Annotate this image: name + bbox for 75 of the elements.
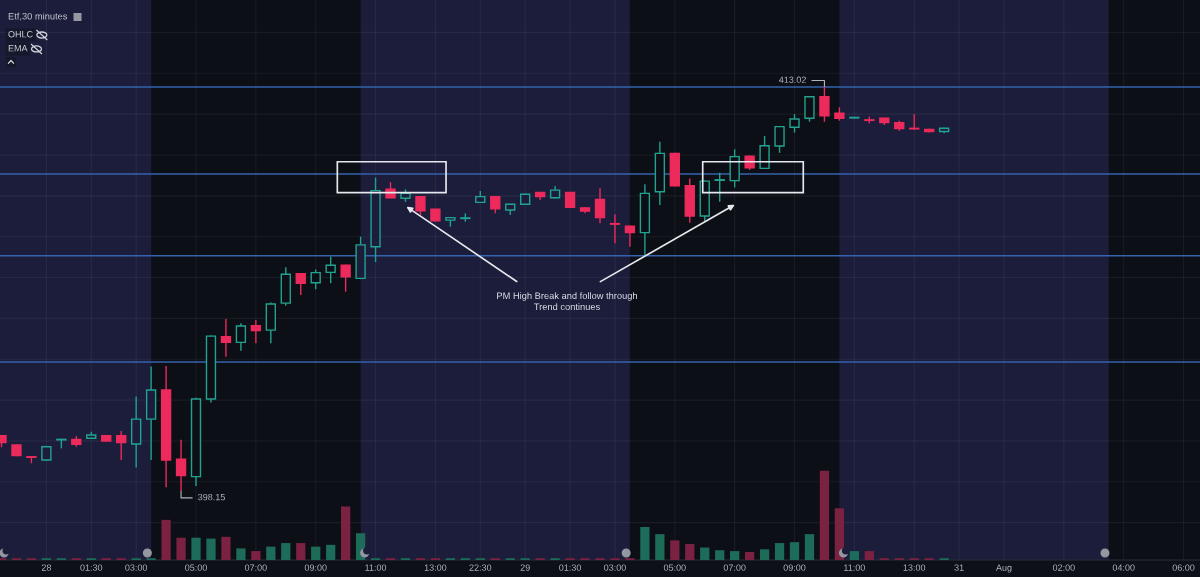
bar bbox=[640, 526, 650, 560]
bar bbox=[744, 551, 755, 560]
x-tick-label: 29 bbox=[520, 564, 530, 571]
bar bbox=[685, 543, 695, 560]
annotation: 413.02 bbox=[778, 76, 806, 83]
candlestick bbox=[295, 272, 306, 296]
candlestick bbox=[310, 268, 321, 290]
candlestick bbox=[415, 195, 426, 216]
x-tick-label: 09:00 bbox=[783, 564, 806, 571]
x-tick-label: 13:00 bbox=[424, 564, 447, 571]
candlestick bbox=[819, 85, 830, 123]
x-tick-label: 01:30 bbox=[559, 564, 582, 571]
bar bbox=[864, 551, 874, 560]
bar bbox=[251, 551, 261, 560]
bar bbox=[819, 470, 830, 560]
x-tick-label: 05:00 bbox=[185, 564, 207, 571]
bar bbox=[281, 543, 291, 560]
bar bbox=[670, 540, 680, 560]
bar bbox=[206, 538, 216, 560]
bar bbox=[655, 534, 665, 560]
bar bbox=[236, 548, 246, 560]
x-tick-label: 09:00 bbox=[304, 564, 327, 571]
candlestick bbox=[759, 135, 770, 170]
bar bbox=[789, 542, 800, 560]
x-tick-label: 07:00 bbox=[723, 564, 746, 571]
bar bbox=[296, 543, 306, 560]
bar bbox=[176, 537, 186, 560]
candlestick bbox=[774, 125, 785, 154]
x-tick-label: 11:00 bbox=[844, 564, 865, 571]
x-tick-label: 11:00 bbox=[365, 564, 387, 571]
candlestick bbox=[250, 319, 262, 344]
bar bbox=[700, 547, 710, 560]
candlestick bbox=[220, 318, 232, 358]
x-tick-label: 02:00 bbox=[1052, 564, 1075, 571]
candlestick bbox=[175, 439, 187, 493]
x-tick-label: 22:30 bbox=[469, 564, 492, 571]
bar bbox=[221, 536, 231, 560]
x-tick-label: 28 bbox=[41, 564, 52, 571]
x-tick-label: 06:00 bbox=[1172, 564, 1195, 571]
bar bbox=[161, 519, 171, 560]
candlestick bbox=[804, 95, 815, 123]
x-tick-label: 03:00 bbox=[125, 564, 148, 571]
candlestick bbox=[714, 171, 725, 203]
candlestick bbox=[116, 430, 127, 461]
bar bbox=[341, 506, 351, 560]
bar bbox=[715, 550, 725, 560]
candlestick bbox=[609, 213, 621, 244]
bar bbox=[266, 546, 276, 560]
candlestick bbox=[594, 187, 606, 225]
annotation: 398.15 bbox=[198, 493, 225, 501]
bar bbox=[191, 537, 201, 560]
candlestick bbox=[729, 148, 740, 189]
annotation: PM High Break and follow through Trend continues bbox=[497, 292, 638, 311]
x-tick-label: 03:00 bbox=[604, 564, 626, 571]
x-tick-label: 01:30 bbox=[80, 564, 103, 571]
x-tick-label: 31 bbox=[954, 564, 964, 571]
x-tick-label: Aug bbox=[995, 564, 1012, 573]
x-tick-label: 07:00 bbox=[244, 564, 267, 571]
x-tick-label: 04:00 bbox=[1112, 564, 1135, 571]
candlestick bbox=[235, 322, 247, 352]
bar bbox=[311, 546, 321, 560]
bar bbox=[730, 551, 740, 560]
candlestick bbox=[789, 113, 800, 134]
text: EMA bbox=[8, 45, 28, 52]
candlestick bbox=[340, 264, 351, 293]
bar bbox=[774, 543, 785, 560]
bar bbox=[326, 544, 336, 560]
bar bbox=[804, 534, 815, 560]
text: OHLC bbox=[8, 31, 33, 38]
x-tick-label: 05:00 bbox=[663, 564, 686, 571]
candlestick bbox=[624, 224, 636, 248]
chart-title: Etf,30 minutes bbox=[8, 12, 68, 21]
candlestick bbox=[325, 255, 336, 284]
x-tick-label: 13:00 bbox=[903, 564, 926, 571]
bar bbox=[759, 549, 770, 560]
